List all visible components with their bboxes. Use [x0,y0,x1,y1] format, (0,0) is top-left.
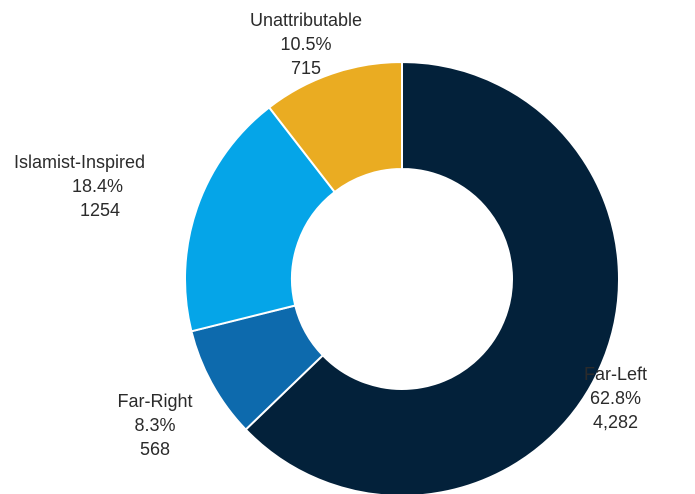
slice-label-far-left: Far-Left 62.8% 4,282 [584,362,647,434]
slice-far-left [244,60,620,494]
slice-name-far-right: Far-Right [117,391,193,411]
slice-name-islamist-inspired: Islamist-Inspired [14,152,146,172]
slice-unattributable [267,60,403,194]
slice-label-far-right: Far-Right 8.3% 568 [105,389,205,461]
slice-percent-far-left: 62.8% [589,388,642,408]
slice-count-unattributable: 715 [290,58,322,78]
slice-count-islamist-inspired: 1254 [80,200,121,220]
slice-percent-islamist-inspired: 18.4% [72,176,124,196]
slice-label-islamist-inspired: Islamist-Inspired 18.4% 1254 [14,150,145,222]
slice-name-unattributable: Unattributable [249,10,363,30]
slice-count-far-right: 568 [139,439,171,459]
slice-count-far-left: 4,282 [592,412,639,432]
slice-name-far-left: Far-Left [584,364,648,384]
slice-percent-far-right: 8.3% [134,415,176,435]
slice-label-unattributable: Unattributable 10.5% 715 [236,8,376,80]
slice-islamist-inspired [184,106,337,333]
slice-percent-unattributable: 10.5% [280,34,332,54]
